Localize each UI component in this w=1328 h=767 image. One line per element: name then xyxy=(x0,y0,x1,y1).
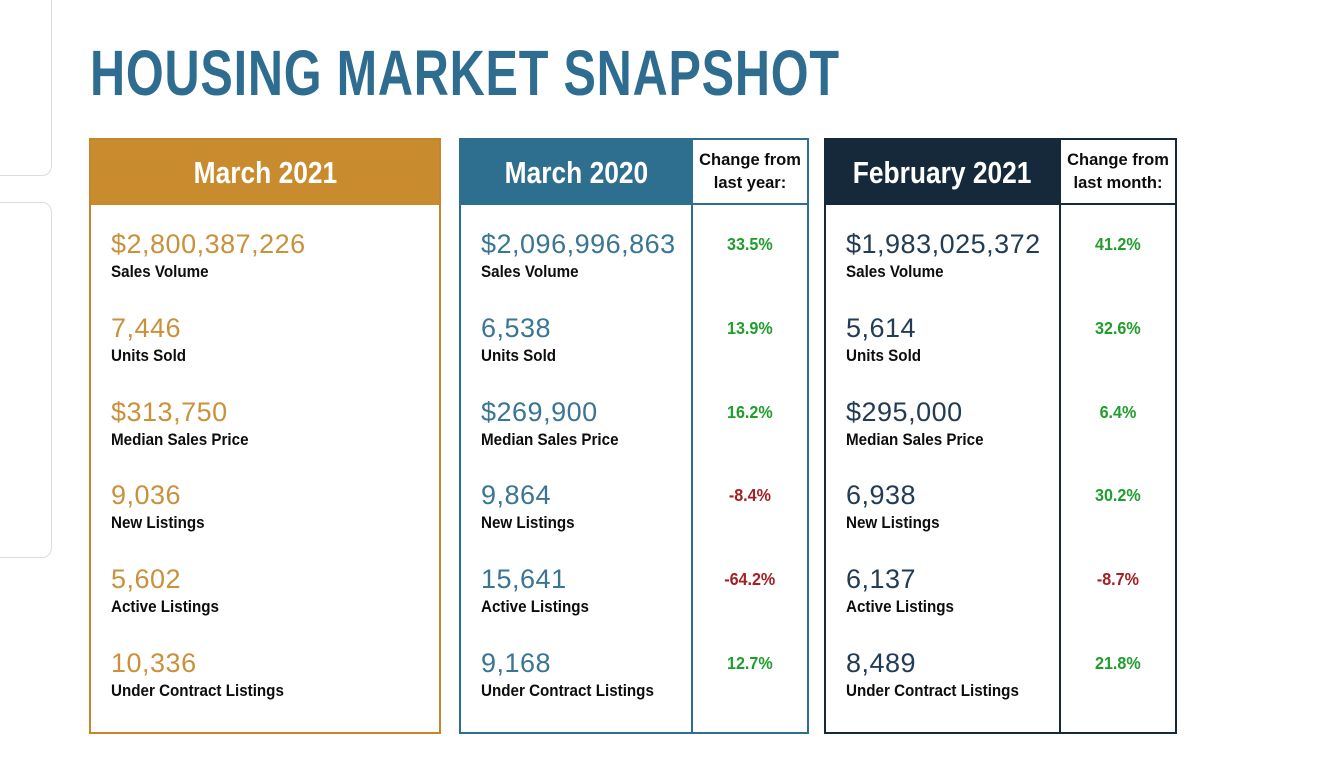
metric-label: Active Listings xyxy=(111,598,219,617)
change-column-header: Change from last year: xyxy=(693,140,807,205)
metric-label: New Listings xyxy=(846,514,940,533)
change-column-body: 33.5% 13.9% 16.2% -8.4% -64.2% 12.7% xyxy=(693,205,807,732)
card-march-2020: March 2020 $2,096,996,863 Sales Volume 6… xyxy=(459,138,809,734)
metric-value: 5,602 xyxy=(111,564,182,595)
metric-label: Under Contract Listings xyxy=(481,681,654,700)
change-value: -64.2% xyxy=(724,569,776,590)
metric-value: 9,864 xyxy=(481,480,552,511)
metric-value: $2,096,996,863 xyxy=(481,229,676,259)
change-value: 33.5% xyxy=(727,234,773,254)
metric-value: 10,336 xyxy=(111,647,197,678)
metric-value: $269,900 xyxy=(481,396,598,427)
left-edge-card-top xyxy=(0,0,52,176)
change-column: Change from last year: 33.5% 13.9% 16.2%… xyxy=(691,140,807,732)
change-column-body: 41.2% 32.6% 6.4% 30.2% -8.7% 21.8% xyxy=(1061,205,1175,732)
card-header-march-2020: March 2020 xyxy=(461,140,691,205)
card-body: $2,800,387,226 Sales Volume 7,446 Units … xyxy=(91,205,439,732)
metric-label: Units Sold xyxy=(481,346,557,365)
metric-row: 5,614 Units Sold xyxy=(846,311,1049,369)
metric-label: Active Listings xyxy=(846,598,954,617)
metric-label: Sales Volume xyxy=(111,263,209,281)
metric-value: 9,168 xyxy=(481,647,552,678)
metric-row: $295,000 Median Sales Price xyxy=(846,395,1049,453)
metric-row: 7,446 Units Sold xyxy=(111,311,429,369)
metric-row: 5,602 Active Listings xyxy=(111,562,429,620)
metric-row: $313,750 Median Sales Price xyxy=(111,395,429,453)
card-main-column: March 2021 $2,800,387,226 Sales Volume 7… xyxy=(91,140,439,732)
metric-label: Under Contract Listings xyxy=(846,681,1019,700)
change-value: 30.2% xyxy=(1095,485,1141,506)
card-header-title: February 2021 xyxy=(853,154,1032,190)
change-column-header: Change from last month: xyxy=(1061,140,1175,205)
metric-value: $313,750 xyxy=(111,396,228,427)
page-title: HOUSING MARKET SNAPSHOT xyxy=(90,37,840,109)
metric-value: 7,446 xyxy=(111,312,182,343)
metric-value: 5,614 xyxy=(846,312,917,343)
metric-label: New Listings xyxy=(481,514,575,533)
metric-value: 8,489 xyxy=(846,647,917,678)
metric-label: Active Listings xyxy=(481,598,589,617)
change-column: Change from last month: 41.2% 32.6% 6.4%… xyxy=(1059,140,1175,732)
card-header-title: March 2021 xyxy=(193,154,337,190)
metric-row: 9,864 New Listings xyxy=(481,478,681,536)
metric-value: 6,137 xyxy=(846,564,917,595)
card-main-column: February 2021 $1,983,025,372 Sales Volum… xyxy=(826,140,1059,732)
change-value: 12.7% xyxy=(727,652,773,673)
change-value: 13.9% xyxy=(727,317,773,338)
metric-value: 6,538 xyxy=(481,312,552,343)
metric-label: Sales Volume xyxy=(481,263,579,281)
metric-value: 9,036 xyxy=(111,480,182,511)
change-value: -8.4% xyxy=(728,485,772,506)
metric-label: Median Sales Price xyxy=(111,430,249,449)
metric-row: 6,938 New Listings xyxy=(846,478,1049,536)
metric-row: $269,900 Median Sales Price xyxy=(481,395,681,453)
card-body: $1,983,025,372 Sales Volume 5,614 Units … xyxy=(826,205,1059,732)
card-body: $2,096,996,863 Sales Volume 6,538 Units … xyxy=(461,205,691,732)
metric-row: $2,096,996,863 Sales Volume xyxy=(481,227,681,285)
metric-row: 6,137 Active Listings xyxy=(846,562,1049,620)
card-february-2021: February 2021 $1,983,025,372 Sales Volum… xyxy=(824,138,1177,734)
change-value: -8.7% xyxy=(1096,569,1140,590)
metric-value: 15,641 xyxy=(481,564,567,595)
metric-label: Units Sold xyxy=(111,346,187,365)
metric-row: $2,800,387,226 Sales Volume xyxy=(111,227,429,285)
metric-label: Median Sales Price xyxy=(846,430,984,449)
metric-value: $295,000 xyxy=(846,396,963,427)
metric-value: $2,800,387,226 xyxy=(111,229,306,259)
card-header-march-2021: March 2021 xyxy=(91,140,439,205)
metric-row: $1,983,025,372 Sales Volume xyxy=(846,227,1049,285)
metric-label: Median Sales Price xyxy=(481,430,619,449)
metric-label: Sales Volume xyxy=(846,263,944,281)
change-value: 16.2% xyxy=(727,401,773,422)
change-value: 6.4% xyxy=(1099,401,1137,422)
card-header-title: March 2020 xyxy=(504,154,648,190)
metric-label: Under Contract Listings xyxy=(111,681,284,700)
metric-row: 10,336 Under Contract Listings xyxy=(111,646,429,704)
card-main-column: March 2020 $2,096,996,863 Sales Volume 6… xyxy=(461,140,691,732)
change-value: 21.8% xyxy=(1095,652,1141,673)
metric-label: New Listings xyxy=(111,514,205,533)
metric-row: 15,641 Active Listings xyxy=(481,562,681,620)
metric-row: 9,036 New Listings xyxy=(111,478,429,536)
card-march-2021: March 2021 $2,800,387,226 Sales Volume 7… xyxy=(89,138,441,734)
left-edge-card-bottom xyxy=(0,202,52,558)
change-value: 32.6% xyxy=(1095,317,1141,338)
metric-row: 6,538 Units Sold xyxy=(481,311,681,369)
metric-row: 9,168 Under Contract Listings xyxy=(481,646,681,704)
card-header-february-2021: February 2021 xyxy=(826,140,1059,205)
change-value: 41.2% xyxy=(1095,234,1141,254)
metric-value: $1,983,025,372 xyxy=(846,229,1041,259)
metric-value: 6,938 xyxy=(846,480,917,511)
metric-label: Units Sold xyxy=(846,346,922,365)
metric-row: 8,489 Under Contract Listings xyxy=(846,646,1049,704)
